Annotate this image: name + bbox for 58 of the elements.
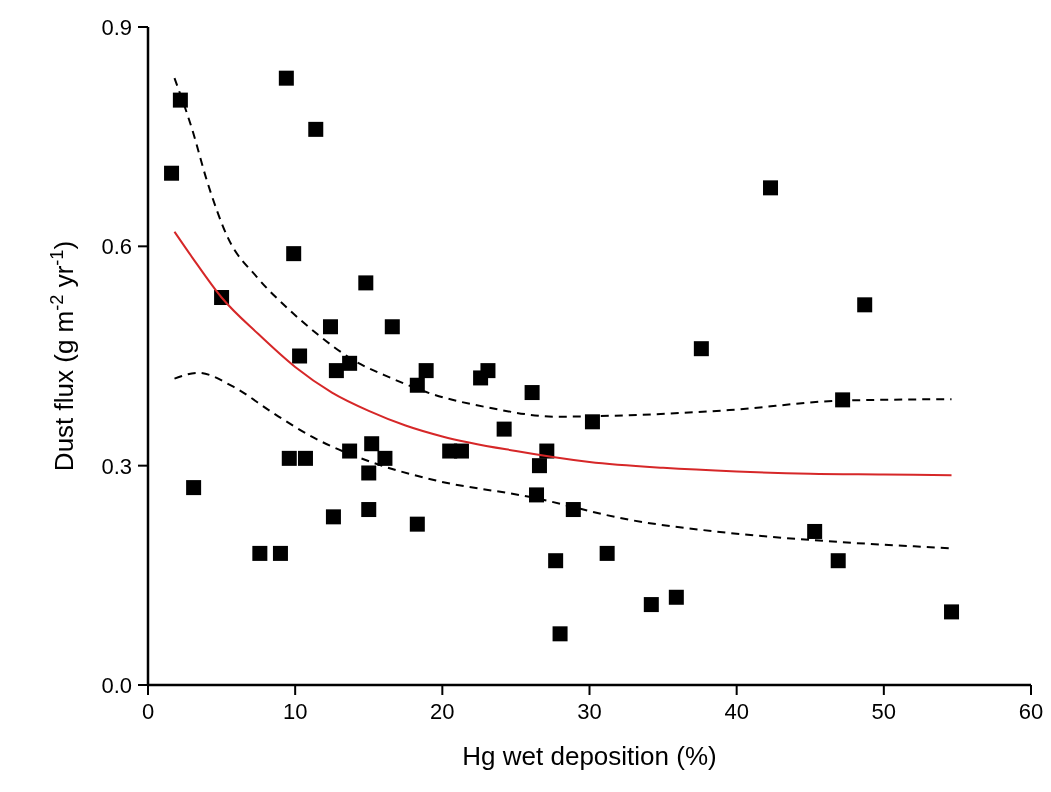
point [342, 443, 358, 459]
point [384, 319, 400, 335]
x-tick-label: 60 [1018, 699, 1044, 724]
point [496, 421, 512, 437]
x-axis-title: Hg wet deposition (%) [462, 741, 717, 771]
point [172, 92, 188, 108]
point [292, 348, 308, 364]
point [297, 450, 313, 466]
y-tick-label: 0.6 [101, 234, 132, 260]
point [835, 392, 851, 408]
point [857, 297, 873, 313]
x-tick-label: 20 [430, 699, 455, 724]
point [524, 385, 540, 401]
point [584, 414, 600, 430]
x-tick-label: 50 [871, 699, 897, 724]
point [361, 502, 377, 518]
point [308, 121, 324, 137]
x-tick-label: 10 [282, 699, 308, 724]
point [361, 465, 377, 481]
point [763, 180, 779, 196]
point [807, 523, 823, 539]
point [548, 553, 564, 569]
point [377, 450, 393, 466]
point [529, 487, 545, 503]
point [453, 443, 469, 459]
point [328, 363, 344, 379]
point [286, 246, 302, 262]
point [186, 480, 202, 496]
y-tick-label: 0.3 [101, 453, 132, 479]
point [643, 597, 659, 613]
point [364, 436, 380, 452]
point [281, 450, 297, 466]
point [325, 509, 341, 525]
point [252, 545, 268, 561]
y-tick-label: 0.0 [101, 673, 132, 698]
point [358, 275, 374, 291]
point [409, 377, 425, 393]
point [278, 70, 294, 86]
point [409, 516, 425, 532]
x-tick-label: 30 [577, 699, 602, 724]
point [418, 363, 434, 379]
x-tick-label: 0 [141, 699, 155, 724]
point [830, 553, 846, 569]
line-series [173, 230, 953, 477]
point [164, 165, 180, 181]
point [565, 502, 581, 518]
point [480, 363, 496, 379]
point [668, 589, 684, 605]
point [599, 545, 615, 561]
y-tick-label: 0.9 [101, 15, 132, 40]
point [944, 604, 960, 620]
point [693, 341, 709, 357]
point [531, 458, 547, 474]
point [322, 319, 338, 335]
x-tick-label: 40 [724, 699, 749, 724]
point [552, 626, 568, 642]
point [342, 355, 358, 371]
point [272, 545, 288, 561]
